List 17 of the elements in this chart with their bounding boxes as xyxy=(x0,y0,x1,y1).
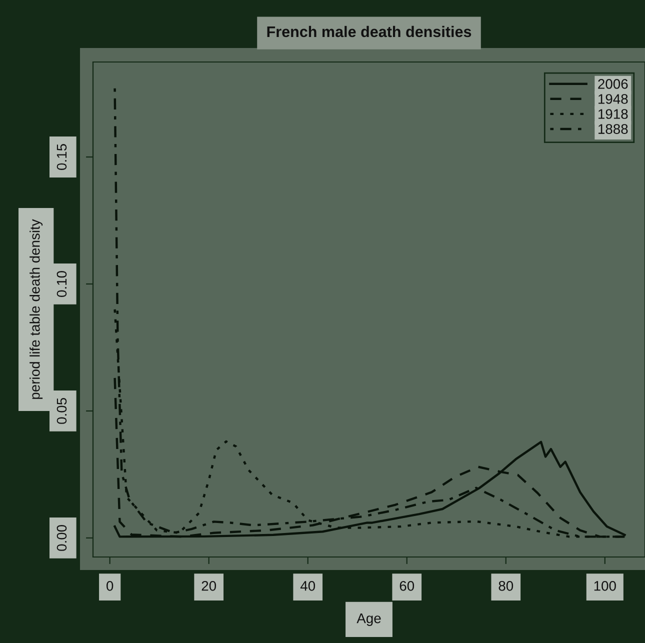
x-tick-label: 60 xyxy=(400,580,414,591)
x-tick-label: 80 xyxy=(498,580,514,591)
y-tick-label: 0.10 xyxy=(56,271,67,297)
y-tick-label: 0.00 xyxy=(56,524,67,551)
chart-title: French male death densities xyxy=(267,26,472,38)
legend-label: 1888 xyxy=(598,124,628,134)
x-tick-label: 20 xyxy=(202,580,216,591)
legend-label: 2006 xyxy=(598,79,628,89)
x-axis-title: Age xyxy=(356,614,381,626)
x-tick-label: 100 xyxy=(594,580,616,591)
legend-label: 1918 xyxy=(598,109,628,119)
y-tick-label: 0.15 xyxy=(56,144,67,170)
y-tick-label: 0.05 xyxy=(56,398,67,424)
x-tick-label: 40 xyxy=(300,580,316,591)
y-axis-title: period life table death density xyxy=(30,219,43,399)
x-tick-label: 0 xyxy=(106,580,114,591)
legend-label: 1948 xyxy=(598,94,628,104)
